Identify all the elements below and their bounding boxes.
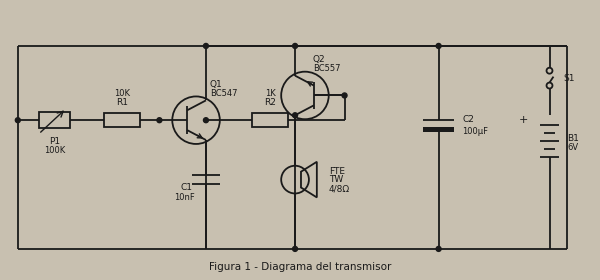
Text: R2: R2 (265, 98, 276, 107)
Text: 100K: 100K (44, 146, 65, 155)
Text: C1: C1 (180, 183, 192, 192)
Circle shape (203, 43, 208, 48)
Text: TW: TW (329, 175, 343, 184)
Text: 4/8Ω: 4/8Ω (329, 184, 350, 193)
Text: 1K: 1K (265, 89, 275, 98)
Circle shape (293, 43, 298, 48)
Text: FTE: FTE (329, 167, 345, 176)
Circle shape (157, 118, 162, 123)
Text: Q2: Q2 (313, 55, 325, 64)
Text: BC557: BC557 (313, 64, 340, 73)
Text: Figura 1 - Diagrama del transmisor: Figura 1 - Diagrama del transmisor (209, 262, 391, 272)
Text: 10K: 10K (114, 89, 130, 98)
Text: S1: S1 (563, 74, 575, 83)
Circle shape (16, 118, 20, 123)
Bar (38, 112, 70, 128)
Text: BC547: BC547 (210, 89, 238, 98)
Text: 100μF: 100μF (463, 127, 488, 136)
Circle shape (342, 93, 347, 98)
Bar (253, 113, 288, 127)
Circle shape (293, 113, 298, 118)
Bar (423, 127, 454, 132)
Text: C2: C2 (463, 115, 474, 124)
Circle shape (436, 43, 441, 48)
Circle shape (293, 246, 298, 251)
Text: 6V: 6V (568, 143, 578, 152)
Text: B1: B1 (568, 134, 579, 143)
Text: 10nF: 10nF (174, 193, 194, 202)
Text: R1: R1 (116, 98, 128, 107)
Bar (104, 113, 140, 127)
Circle shape (436, 246, 441, 251)
Text: P1: P1 (49, 137, 60, 146)
Text: +: + (519, 115, 529, 125)
Circle shape (203, 118, 208, 123)
Text: Q1: Q1 (210, 80, 223, 89)
